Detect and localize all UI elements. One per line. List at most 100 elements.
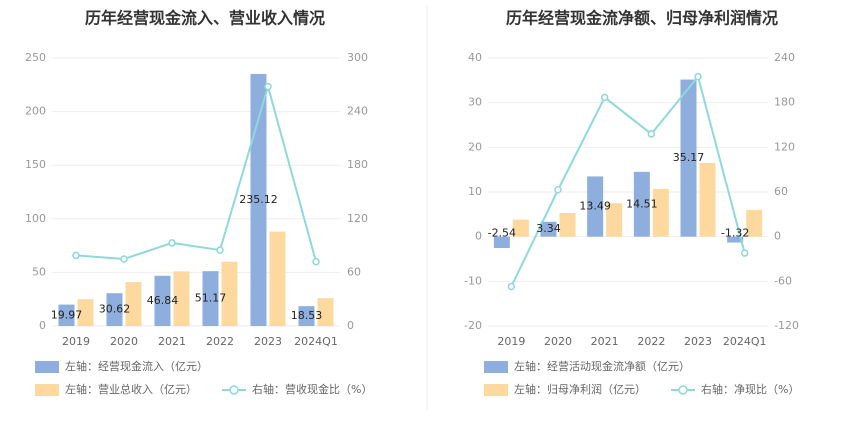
line-point bbox=[120, 255, 128, 263]
left-axis-tick: 200 bbox=[25, 105, 46, 118]
bar-data-label: 35.17 bbox=[673, 151, 705, 164]
x-axis-tick: 2023 bbox=[254, 335, 282, 348]
right-axis-tick: 180 bbox=[347, 158, 368, 171]
line-point bbox=[600, 93, 609, 102]
right-axis-tick: 0 bbox=[774, 230, 781, 243]
bar-primary bbox=[680, 79, 697, 237]
bar-primary bbox=[58, 304, 75, 326]
line-point bbox=[264, 82, 272, 91]
left-axis-tick: 40 bbox=[468, 51, 482, 64]
bar-data-label: 46.84 bbox=[147, 294, 179, 307]
x-axis-tick: 2019 bbox=[62, 335, 90, 348]
bar-secondary bbox=[559, 212, 576, 237]
legend-label: 右轴：净现比（%） bbox=[701, 382, 799, 396]
left-axis-tick: 0 bbox=[475, 230, 482, 243]
bar-data-label: -1.32 bbox=[721, 227, 749, 240]
x-axis-tick: 2020 bbox=[110, 335, 138, 348]
legend-label: 左轴：经营活动现金流净额（亿元） bbox=[514, 359, 690, 373]
x-axis-tick: 2024Q1 bbox=[723, 335, 767, 348]
ratio-line bbox=[75, 82, 317, 262]
bar-data-label: 235.12 bbox=[239, 193, 278, 206]
right-axis-tick: 60 bbox=[774, 185, 788, 198]
x-axis-tick: 2024Q1 bbox=[294, 335, 338, 348]
chart-title: 历年经营现金流净额、归母净利润情况 bbox=[506, 9, 778, 28]
bar-data-label: 13.49 bbox=[579, 200, 611, 213]
legend-label: 左轴：经营现金流入（亿元） bbox=[65, 359, 208, 373]
left-axis-tick: 30 bbox=[468, 96, 482, 109]
bar-data-label: 14.51 bbox=[626, 197, 658, 210]
line-point bbox=[647, 130, 656, 138]
right-axis-tick: -120 bbox=[774, 319, 799, 332]
x-axis-tick: 2022 bbox=[637, 335, 665, 348]
x-axis-tick: 2021 bbox=[591, 335, 619, 348]
bar-primary bbox=[250, 73, 267, 327]
x-axis-tick: 2021 bbox=[158, 335, 186, 348]
x-axis-tick: 2019 bbox=[497, 335, 525, 348]
bar-primary bbox=[633, 171, 650, 237]
bar-secondary bbox=[221, 261, 238, 326]
bar-primary bbox=[106, 293, 123, 326]
legend-swatch bbox=[35, 361, 59, 373]
bar-primary bbox=[540, 221, 557, 237]
bar-data-label: 18.53 bbox=[291, 309, 323, 322]
x-axis-tick: 2020 bbox=[544, 335, 572, 348]
right-axis-tick: 0 bbox=[347, 319, 354, 332]
bar-primary bbox=[154, 275, 171, 326]
right-axis-tick: 120 bbox=[774, 140, 795, 153]
right-axis-tick: 120 bbox=[347, 212, 368, 225]
legend-label: 右轴：营收现金比（%） bbox=[252, 382, 372, 396]
legend-label: 左轴：归母净利润（亿元） bbox=[514, 382, 646, 396]
legend-marker bbox=[229, 385, 239, 395]
left-axis-tick: 20 bbox=[468, 140, 482, 153]
left-axis-tick: -20 bbox=[464, 319, 482, 332]
bar-secondary bbox=[269, 231, 286, 326]
line-point bbox=[216, 246, 224, 254]
legend-swatch bbox=[484, 384, 508, 396]
bar-primary bbox=[298, 306, 315, 326]
bar-secondary bbox=[173, 271, 190, 326]
left-axis-tick: 250 bbox=[25, 51, 46, 64]
bar-data-label: -2.54 bbox=[488, 227, 516, 240]
right-axis-tick: 300 bbox=[347, 51, 368, 64]
chart-left-cashflow-revenue: 历年经营现金流入、营业收入情况 0 0 50 60 100 120 150 180 200 240 2… bbox=[25, 9, 372, 396]
right-axis-tick: 240 bbox=[774, 51, 795, 64]
bar-secondary bbox=[317, 298, 334, 326]
line-point bbox=[554, 186, 562, 194]
x-axis-tick: 2022 bbox=[206, 335, 234, 348]
bar-secondary bbox=[77, 299, 94, 326]
legend-swatch bbox=[484, 361, 508, 373]
bar-secondary bbox=[652, 188, 669, 237]
line-point bbox=[72, 251, 80, 260]
x-axis-tick: 2023 bbox=[684, 335, 712, 348]
bar-primary bbox=[587, 176, 604, 237]
bar-primary bbox=[493, 236, 510, 249]
bar-data-label: 3.34 bbox=[536, 222, 561, 235]
chart-right-netcash-profit: 历年经营现金流净额、归母净利润情况 -20 -120 -10 -60 0 0 10 60 20 12… bbox=[464, 9, 799, 396]
line-point bbox=[740, 249, 749, 257]
ratio-line bbox=[510, 74, 746, 287]
line-point bbox=[694, 72, 702, 81]
bar-secondary bbox=[746, 209, 763, 237]
left-axis-tick: 150 bbox=[25, 158, 46, 171]
bar-data-label: 30.62 bbox=[99, 303, 131, 316]
bar-primary bbox=[202, 271, 219, 326]
bar-data-label: 19.97 bbox=[51, 308, 83, 321]
left-axis-tick: 0 bbox=[39, 319, 46, 332]
chart-title: 历年经营现金流入、营业收入情况 bbox=[85, 9, 325, 28]
bar-primary bbox=[727, 236, 744, 243]
left-axis-tick: 10 bbox=[468, 185, 482, 198]
legend-label: 左轴：营业总收入（亿元） bbox=[65, 382, 197, 396]
right-axis-tick: 240 bbox=[347, 105, 368, 118]
line-point bbox=[168, 239, 176, 247]
right-axis-tick: -60 bbox=[774, 274, 792, 287]
right-axis-tick: 60 bbox=[347, 265, 361, 278]
right-axis-tick: 180 bbox=[774, 96, 795, 109]
bar-secondary bbox=[125, 282, 142, 326]
bar-secondary bbox=[512, 219, 529, 237]
bar-secondary bbox=[606, 203, 623, 237]
legend-marker bbox=[678, 385, 688, 395]
bar-data-label: 51.17 bbox=[195, 292, 227, 305]
legend-swatch bbox=[35, 384, 59, 396]
line-point bbox=[312, 257, 320, 266]
